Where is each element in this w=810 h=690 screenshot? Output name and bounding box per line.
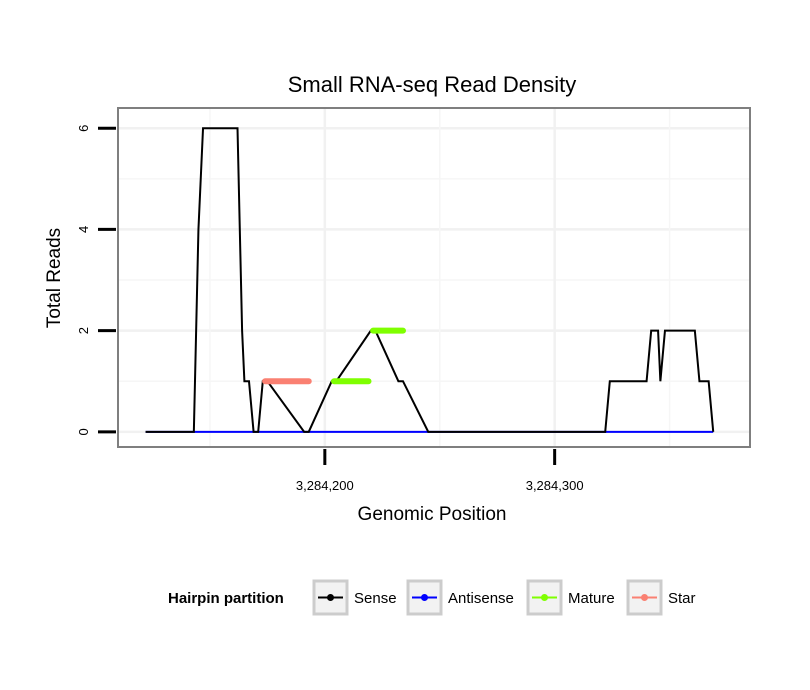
legend-label: Sense: [354, 590, 397, 607]
axis-layer: 0 2 4 6 3,284,200 3,284,300: [76, 125, 584, 493]
plot-panel-border: [117, 107, 751, 448]
x-axis-title: Genomic Position: [358, 504, 507, 525]
y-tick-label: 4: [76, 226, 91, 233]
legend-key-point: [327, 594, 334, 601]
x-tick-label: 3,284,200: [296, 478, 354, 493]
legend-key-point: [421, 594, 428, 601]
legend-key-point: [641, 594, 648, 601]
y-tick-label: 0: [76, 428, 91, 435]
chart-title: Small RNA-seq Read Density: [288, 72, 577, 97]
legend: Hairpin partition Sense Antisense Mature St…: [168, 579, 696, 616]
y-tick-label: 6: [76, 125, 91, 132]
grid-layer: [118, 108, 750, 447]
legend-label: Antisense: [448, 590, 514, 607]
legend-label: Mature: [568, 590, 615, 607]
x-tick-label: 3,284,300: [526, 478, 584, 493]
legend-title: Hairpin partition: [168, 590, 284, 607]
data-layer: [145, 127, 715, 433]
legend-key-point: [541, 594, 548, 601]
y-tick-label: 2: [76, 327, 91, 334]
y-axis-title: Total Reads: [44, 228, 65, 328]
legend-label: Star: [668, 590, 696, 607]
